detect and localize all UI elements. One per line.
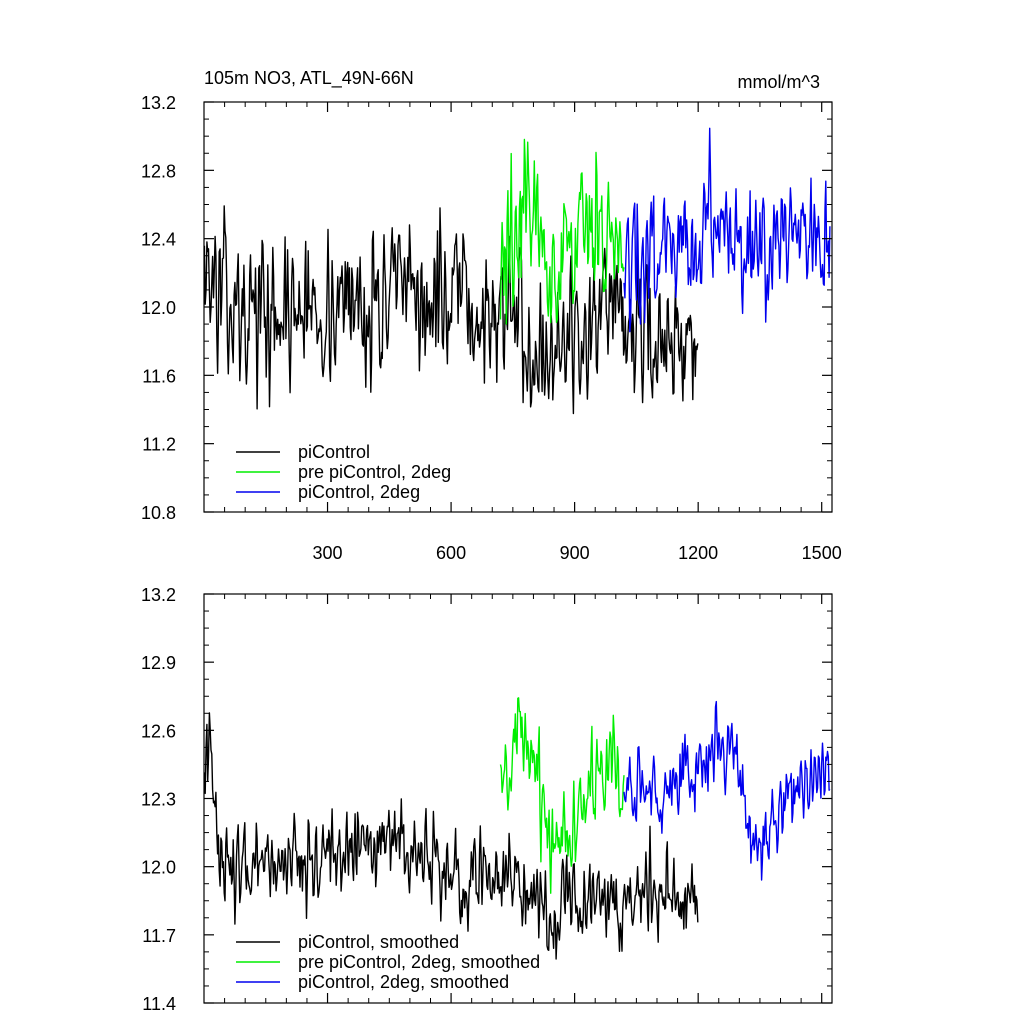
series-group bbox=[204, 697, 831, 960]
bottom-plot-area: 11.4 11.7 12.0 12.3 12.6 12.9 13.2 piControl, s… bbox=[141, 585, 833, 1014]
series-group bbox=[204, 127, 831, 415]
legend-label-3: piControl, 2deg bbox=[298, 482, 420, 502]
legend-label-1: piControl bbox=[298, 442, 370, 462]
y-tick-label: 12.3 bbox=[141, 790, 176, 810]
y-tick-label: 12.8 bbox=[141, 161, 176, 181]
y-tick-label: 11.6 bbox=[142, 366, 176, 386]
top-panel: 105m NO3, ATL_49N-66N mmol/m^3 10.811.21… bbox=[141, 68, 842, 563]
x-tick-label: 600 bbox=[436, 543, 466, 563]
series-line-2 bbox=[499, 697, 625, 894]
legend-label-2: pre piControl, 2deg, smoothed bbox=[298, 952, 540, 972]
y-tick-label: 11.4 bbox=[142, 994, 176, 1014]
legend-label-1: piControl, smoothed bbox=[298, 932, 459, 952]
y-tick-label: 11.2 bbox=[142, 435, 176, 455]
legend-label-2: pre piControl, 2deg bbox=[298, 462, 451, 482]
x-tick-label: 900 bbox=[560, 543, 590, 563]
y-tick-label: 12.0 bbox=[141, 298, 176, 318]
y-tick-label: 12.0 bbox=[141, 858, 176, 878]
units-label: mmol/m^3 bbox=[738, 72, 820, 92]
legend-label-3: piControl, 2deg, smoothed bbox=[298, 972, 509, 992]
series-line-3 bbox=[623, 700, 831, 881]
y-tick-label: 11.7 bbox=[142, 926, 176, 946]
x-tick-label: 1200 bbox=[678, 543, 718, 563]
y-tick-label: 13.2 bbox=[141, 93, 176, 113]
series-line-2 bbox=[499, 138, 625, 325]
chart-title: 105m NO3, ATL_49N-66N bbox=[204, 68, 414, 89]
series-line-3 bbox=[623, 127, 831, 333]
y-tick-label: 12.6 bbox=[141, 721, 176, 741]
x-tick-label: 1500 bbox=[802, 543, 842, 563]
y-tick-label: 12.4 bbox=[141, 230, 176, 250]
series-line-1 bbox=[204, 712, 699, 960]
x-tick-label: 300 bbox=[313, 543, 343, 563]
y-tick-label: 13.2 bbox=[141, 585, 176, 605]
series-line-1 bbox=[204, 205, 699, 415]
top-plot-area: 10.8 11.2 11.6 12.0 12.4 12.8 13.2 300 600 900 120… bbox=[141, 93, 842, 563]
y-tick-label: 12.9 bbox=[141, 653, 176, 673]
y-tick-label: 10.8 bbox=[141, 503, 176, 523]
bottom-panel: 11.4 11.7 12.0 12.3 12.6 12.9 13.2 piControl, s… bbox=[141, 585, 833, 1014]
